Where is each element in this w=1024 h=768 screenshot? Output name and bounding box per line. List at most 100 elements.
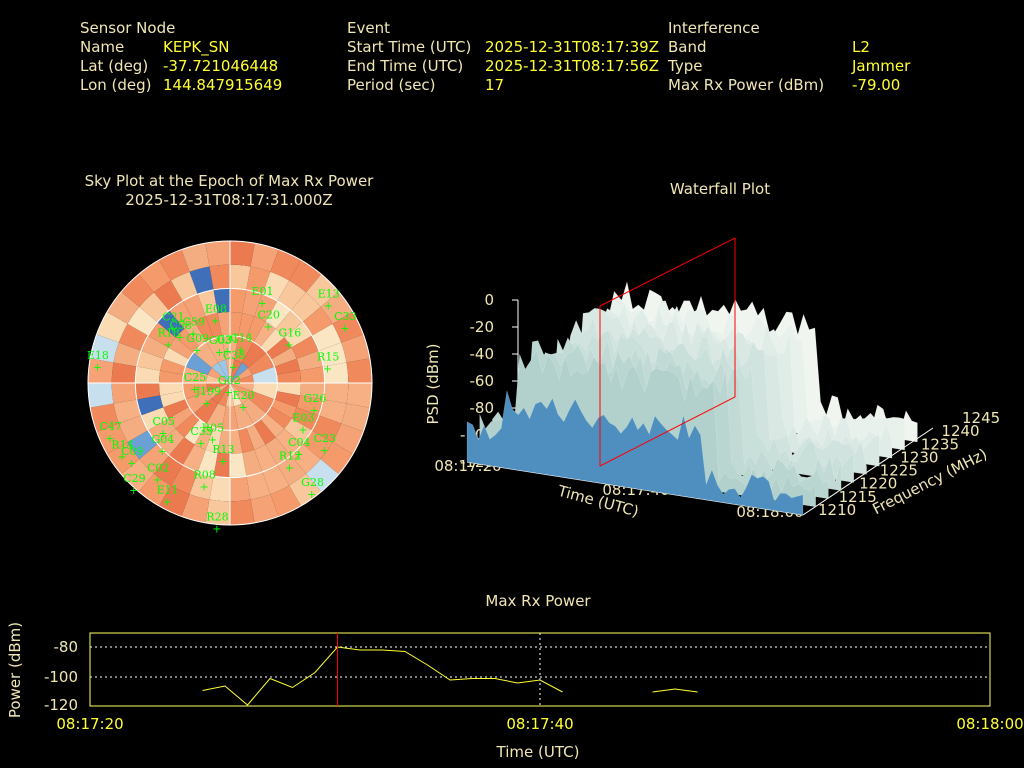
sky-cell	[260, 328, 285, 353]
waterfall-z-tick: -40	[470, 345, 495, 363]
sky-cell	[189, 471, 214, 500]
satellite-label: C20	[257, 309, 279, 322]
sky-cell	[230, 383, 249, 404]
sky-cell	[253, 321, 276, 347]
sky-cell	[248, 391, 275, 414]
sky-cell	[197, 449, 218, 477]
sky-cell	[205, 313, 222, 339]
interference-block: Interference Band L2 Type Jammer Max Rx Po…	[668, 19, 910, 95]
name-label: Name	[80, 38, 125, 56]
sky-cell	[230, 359, 242, 383]
sky-cell	[262, 271, 290, 302]
sky-cell	[250, 494, 279, 523]
satellite-label: R15	[317, 350, 339, 363]
satellite-label: J199	[195, 385, 221, 398]
sky-cell	[159, 370, 184, 383]
sky-cell	[159, 249, 190, 281]
sky-cell	[302, 306, 333, 336]
sky-cell	[252, 383, 278, 400]
waterfall-y-tick: 1230	[900, 448, 938, 466]
sky-cell	[169, 437, 195, 465]
sky-cell	[234, 336, 254, 363]
satellite-label: C35	[190, 425, 212, 438]
maxrx-ylabel: Power (dBm)	[6, 622, 24, 718]
satellite-label: G09	[186, 332, 209, 345]
sky-cell	[157, 310, 185, 338]
satellite-marker: +	[212, 523, 221, 536]
sky-cell	[185, 391, 212, 414]
satellite-marker: +	[320, 444, 329, 457]
name-value: KEPK_SN	[163, 38, 230, 56]
sky-cell	[181, 243, 210, 272]
maxrx-y-tick: -120	[44, 696, 78, 714]
sky-cell	[299, 383, 325, 400]
satellite-label: C04	[288, 436, 310, 449]
satellite-marker: +	[298, 424, 307, 437]
sky-cell	[141, 335, 169, 359]
sky-cell	[197, 289, 218, 317]
sky-cell	[185, 352, 212, 375]
sky-cell	[270, 249, 301, 281]
sky-cell	[260, 413, 285, 438]
sky-cell	[217, 429, 230, 454]
sky-cell	[148, 322, 176, 348]
end-value: 2025-12-31T08:17:56Z	[485, 57, 659, 75]
sky-cell	[306, 274, 339, 307]
sky-cell	[238, 313, 255, 339]
sky-cell	[238, 427, 255, 453]
sky-cell	[184, 321, 207, 347]
satellite-label: G04	[152, 433, 175, 446]
sky-cell	[242, 449, 263, 477]
satellite-label: E18	[87, 349, 109, 362]
satellite-label: E01	[251, 285, 273, 298]
waterfall-axis	[802, 427, 934, 516]
sky-cell	[217, 312, 230, 337]
sky-cell	[246, 471, 271, 500]
satellite-marker: +	[162, 496, 171, 509]
sky-cell	[323, 362, 349, 383]
maxrx-series-line	[202, 646, 563, 706]
sky-cell	[230, 383, 253, 399]
satellite-marker: +	[127, 457, 136, 470]
sky-cell	[275, 428, 303, 456]
satellite-label: E03	[292, 412, 314, 425]
satellite-label: C21	[162, 311, 184, 324]
maxrx-title: Max Rx Power	[485, 592, 591, 610]
maxrx-y-tick: -100	[44, 668, 78, 686]
waterfall-surface-band	[466, 390, 804, 516]
sky-cell	[90, 334, 119, 363]
satellite-label: R28	[206, 511, 228, 524]
satellite-marker: +	[129, 484, 138, 497]
satellite-label: G31	[216, 333, 239, 346]
satellite-marker: +	[192, 344, 201, 357]
sensor-node-block: Sensor Node Name KEPK_SN Lat (deg) -37.721…	[80, 19, 282, 95]
sky-cell	[182, 366, 208, 383]
maxrx-y-tick: -80	[54, 638, 79, 656]
satellite-marker: +	[324, 299, 333, 312]
sky-cell	[168, 337, 194, 360]
sky-cell	[141, 407, 169, 431]
satellite-marker: +	[158, 427, 167, 440]
sky-cell	[290, 292, 321, 323]
sky-cell	[332, 312, 364, 343]
sky-cell	[246, 316, 266, 343]
sky-cell	[170, 464, 198, 495]
maxrx-x-tick: 08:17:40	[506, 715, 573, 733]
waterfall-z-tick: 0	[484, 291, 494, 309]
sky-cell	[270, 347, 297, 367]
sky-cell	[230, 476, 251, 502]
sky-cell	[182, 383, 208, 400]
satellite-label: C14	[230, 331, 252, 344]
sky-cell	[175, 413, 200, 438]
sky-cell	[113, 342, 142, 367]
sky-cell	[323, 383, 349, 404]
lon-label: Lon (deg)	[80, 76, 152, 94]
waterfall-y-tick: 1220	[859, 475, 897, 493]
sky-cell	[160, 391, 186, 408]
sky-cell	[207, 383, 230, 399]
sky-cell	[318, 399, 347, 424]
sky-cell	[111, 362, 137, 383]
sky-cell	[118, 415, 149, 443]
sky-cell	[181, 494, 210, 523]
